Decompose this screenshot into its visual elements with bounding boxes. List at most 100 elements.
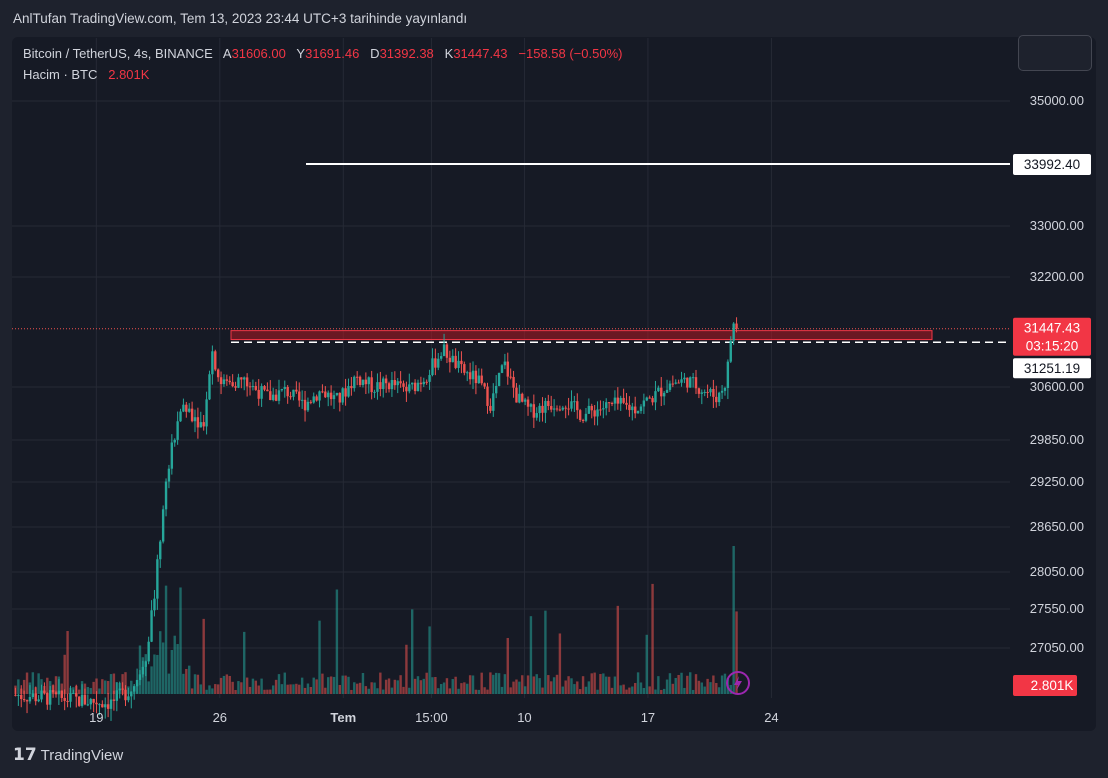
candle-body [541,405,544,413]
volume-bar [190,688,194,694]
volume-bar [144,654,147,694]
volume-bar [599,674,602,694]
volume-bar [709,682,712,694]
volume-bar [66,631,69,694]
volume-bar [124,672,127,694]
y-tick-label: 29850.00 [1030,432,1084,447]
volume-bar [697,680,701,694]
candle-body [506,361,509,377]
candle-body [271,394,275,401]
volume-bar [219,677,223,694]
y-tick-label: 28050.00 [1030,564,1084,579]
volume-bar [622,684,625,694]
volume-bar [561,686,564,694]
volume-bar [130,680,133,694]
volume-bar [677,674,680,694]
candle-body [680,379,683,383]
y-tick-label: 35000.00 [1030,93,1084,108]
high-value: 31691.46 [305,46,360,61]
candle-body [309,401,313,403]
candle-body [619,397,622,404]
volume-bar [466,683,469,694]
volume-bar [355,683,359,694]
volume-bar [567,676,570,694]
volume-bar [370,682,373,694]
candle-body [353,376,356,389]
candle-body [489,405,492,411]
chart-panel[interactable] [12,37,1096,731]
candle-body [686,377,689,388]
volume-bar [573,684,576,694]
candle-body [399,381,402,384]
candle-body [581,420,585,422]
candle-body [202,422,205,427]
volume-bar [411,609,414,694]
candle-body [370,377,373,393]
volume-bar [306,683,310,694]
candle-body [625,402,628,405]
volume-bar [193,674,197,694]
volume-bar [686,675,689,694]
volume-bar [358,682,362,694]
candle-body [40,690,43,700]
volume-axis-label-bg [1013,675,1077,696]
volume-bar [584,686,588,694]
candle-body [179,411,182,422]
symbol-label[interactable]: Bitcoin / TetherUS, 4s, BINANCE [23,46,213,61]
lightning-icon[interactable] [726,671,750,695]
candle-body [486,386,489,406]
volume-bar [350,689,353,694]
current-price-label: 31447.43 03:15:20 [1013,317,1091,356]
volume-bar [651,583,654,694]
volume-bar [243,631,246,694]
candle-body [17,694,20,696]
candle-body [497,372,501,386]
volume-bar [518,681,521,694]
volume-bar [95,678,98,694]
volume-bar [587,681,591,694]
candle-body [98,704,101,706]
volume-bar [298,684,301,694]
volume-bar [329,676,333,694]
volume-bar [20,688,23,694]
volume-bar [602,673,605,694]
candle-body [552,408,556,410]
candle-body [460,360,463,365]
candle-body [703,391,706,393]
dashed-line-price-label-bg [1013,358,1091,379]
volume-bar [526,675,530,694]
volume-bar [300,677,304,694]
candle-body [185,404,188,412]
close-value: 31447.43 [453,46,508,61]
candle-body [156,559,159,599]
volume-bar [251,678,255,694]
volume-bar [558,633,562,694]
volume-bar [208,685,211,694]
candle-body [639,406,643,411]
volume-bar [228,675,231,694]
candle-body [176,421,179,440]
volume-bar [344,675,347,694]
candle-body [573,401,576,403]
volume-bar [167,673,171,694]
chart-control-button[interactable] [1018,35,1092,71]
horizontal-line-price-label-bg [1013,153,1091,175]
volume-bar [694,674,698,694]
low-value: 31392.38 [379,46,434,61]
candle-body [350,386,353,389]
volume-bar [164,585,168,694]
candle-body [512,376,515,388]
candle-body [251,386,255,388]
volume-bar [625,689,628,694]
candle-body [387,383,391,390]
candle-body [463,364,466,373]
volume-bar [703,686,706,694]
candle-body [390,379,394,390]
volume-label[interactable]: Hacim · BTC [23,67,98,82]
volume-bar [161,642,165,694]
candle-body [561,407,564,410]
candle-body [683,377,686,380]
volume-bar [292,684,295,694]
candle-body [364,379,368,385]
